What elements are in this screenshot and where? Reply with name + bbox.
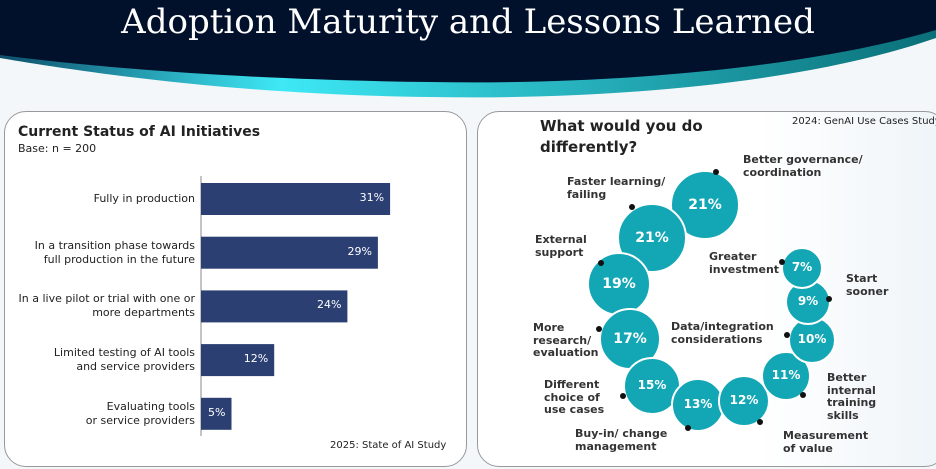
- bubble-category-label: Faster learning/: [567, 175, 666, 188]
- connector-dot: [629, 204, 635, 210]
- bubble-category-label: Data/integration: [671, 320, 774, 333]
- bubble-value-label: 11%: [771, 368, 801, 382]
- bubble: [617, 203, 687, 273]
- bar-chart-subtitle: Base: n = 200: [18, 142, 97, 155]
- bar: [201, 397, 232, 430]
- bubble-category-label: research/: [533, 333, 592, 347]
- connector-dot: [598, 260, 604, 266]
- bubble-chart-title: What would you do: [540, 117, 703, 135]
- bubble-category-label: Start: [846, 272, 878, 285]
- bar-value-label: 5%: [208, 405, 226, 419]
- bar: [201, 183, 391, 215]
- bar-category-label: more departments: [92, 306, 195, 320]
- bar-chart-title: Current Status of AI Initiatives: [18, 124, 261, 140]
- bubble-value-label: 15%: [637, 378, 667, 392]
- bubble-category-label: More: [533, 321, 565, 334]
- bar-chart-source: 2025: State of AI Study: [330, 440, 447, 451]
- bubble-chart-source: 2024: GenAI Use Cases Study: [792, 116, 936, 127]
- bubble-value-label: 10%: [797, 332, 827, 346]
- header-banner: [0, 0, 936, 98]
- bar-category-label: Evaluating tools: [106, 399, 195, 413]
- connector-dot: [713, 169, 719, 175]
- bar: [201, 344, 275, 377]
- bar-value-label: 29%: [347, 244, 372, 258]
- bar: [201, 236, 378, 269]
- bar-category-label: full production in the future: [43, 252, 195, 266]
- bubble-value-label: 13%: [683, 397, 713, 411]
- bubble-value-label: 21%: [688, 197, 722, 213]
- bubble: [761, 351, 811, 401]
- bar-value-label: 12%: [243, 352, 269, 366]
- bubble-category-label: evaluation: [533, 346, 599, 359]
- bubble-value-label: 17%: [613, 331, 647, 347]
- bar-category-label: Limited testing of AI tools: [53, 346, 195, 360]
- bar-category-label: Fully in production: [93, 192, 195, 205]
- connector-dot: [779, 259, 785, 265]
- bar-value-label: 31%: [359, 191, 385, 204]
- bubble-category-label: training: [827, 396, 877, 409]
- bubble-value-label: 9%: [797, 294, 819, 308]
- bubble-category-label: investment: [709, 262, 780, 276]
- bubble-category-label: failing: [567, 187, 607, 201]
- connector-dot: [596, 326, 602, 332]
- bubble-category-label: of value: [783, 441, 833, 455]
- bubble-category-label: Greater: [709, 250, 757, 263]
- bubble-category-label: use cases: [544, 403, 605, 416]
- connector-dot: [757, 419, 763, 425]
- bubble-category-label: management: [575, 439, 657, 453]
- status-panel: [4, 111, 467, 467]
- page-title: Adoption Maturity and Lessons Learned: [121, 2, 815, 42]
- bubble-category-label: internal: [827, 383, 876, 397]
- bar-category-label: and service providers: [76, 360, 195, 374]
- bubble-category-label: External: [535, 233, 587, 246]
- bubble-chart-title: differently?: [540, 138, 638, 156]
- bubble: [718, 375, 770, 427]
- connector-dot: [826, 296, 832, 302]
- bubble-category-label: Better: [827, 371, 867, 384]
- connector-dot: [685, 425, 691, 431]
- bubble-category-label: support: [535, 245, 584, 259]
- bubble-category-label: skills: [827, 408, 859, 422]
- bubble-value-label: 19%: [602, 276, 636, 292]
- bubble-value-label: 21%: [635, 230, 669, 246]
- connector-dot: [800, 392, 806, 398]
- bubble-category-label: sooner: [846, 284, 889, 298]
- bubble: [670, 170, 740, 240]
- bubble-category-label: Different: [544, 378, 600, 391]
- bubble: [781, 247, 823, 289]
- bar: [201, 290, 348, 323]
- bar-category-label: In a live pilot or trial with one or: [18, 292, 195, 306]
- bubble-category-label: Measurement: [783, 429, 869, 442]
- bubble-category-label: coordination: [743, 165, 822, 179]
- bubble-category-label: Better governance/: [743, 153, 863, 166]
- bar-category-label: or service providers: [85, 413, 195, 427]
- bar-category-label: In a transition phase towards: [34, 238, 195, 252]
- bubble-category-label: considerations: [671, 332, 763, 346]
- bubble-category-label: choice of: [544, 390, 600, 404]
- bubble-category-label: Buy-in/ change: [575, 427, 668, 440]
- connector-dot: [784, 332, 790, 338]
- connector-dot: [620, 393, 626, 399]
- bubble-value-label: 12%: [729, 393, 759, 407]
- bar-value-label: 24%: [316, 298, 342, 312]
- bubble-value-label: 7%: [791, 260, 813, 274]
